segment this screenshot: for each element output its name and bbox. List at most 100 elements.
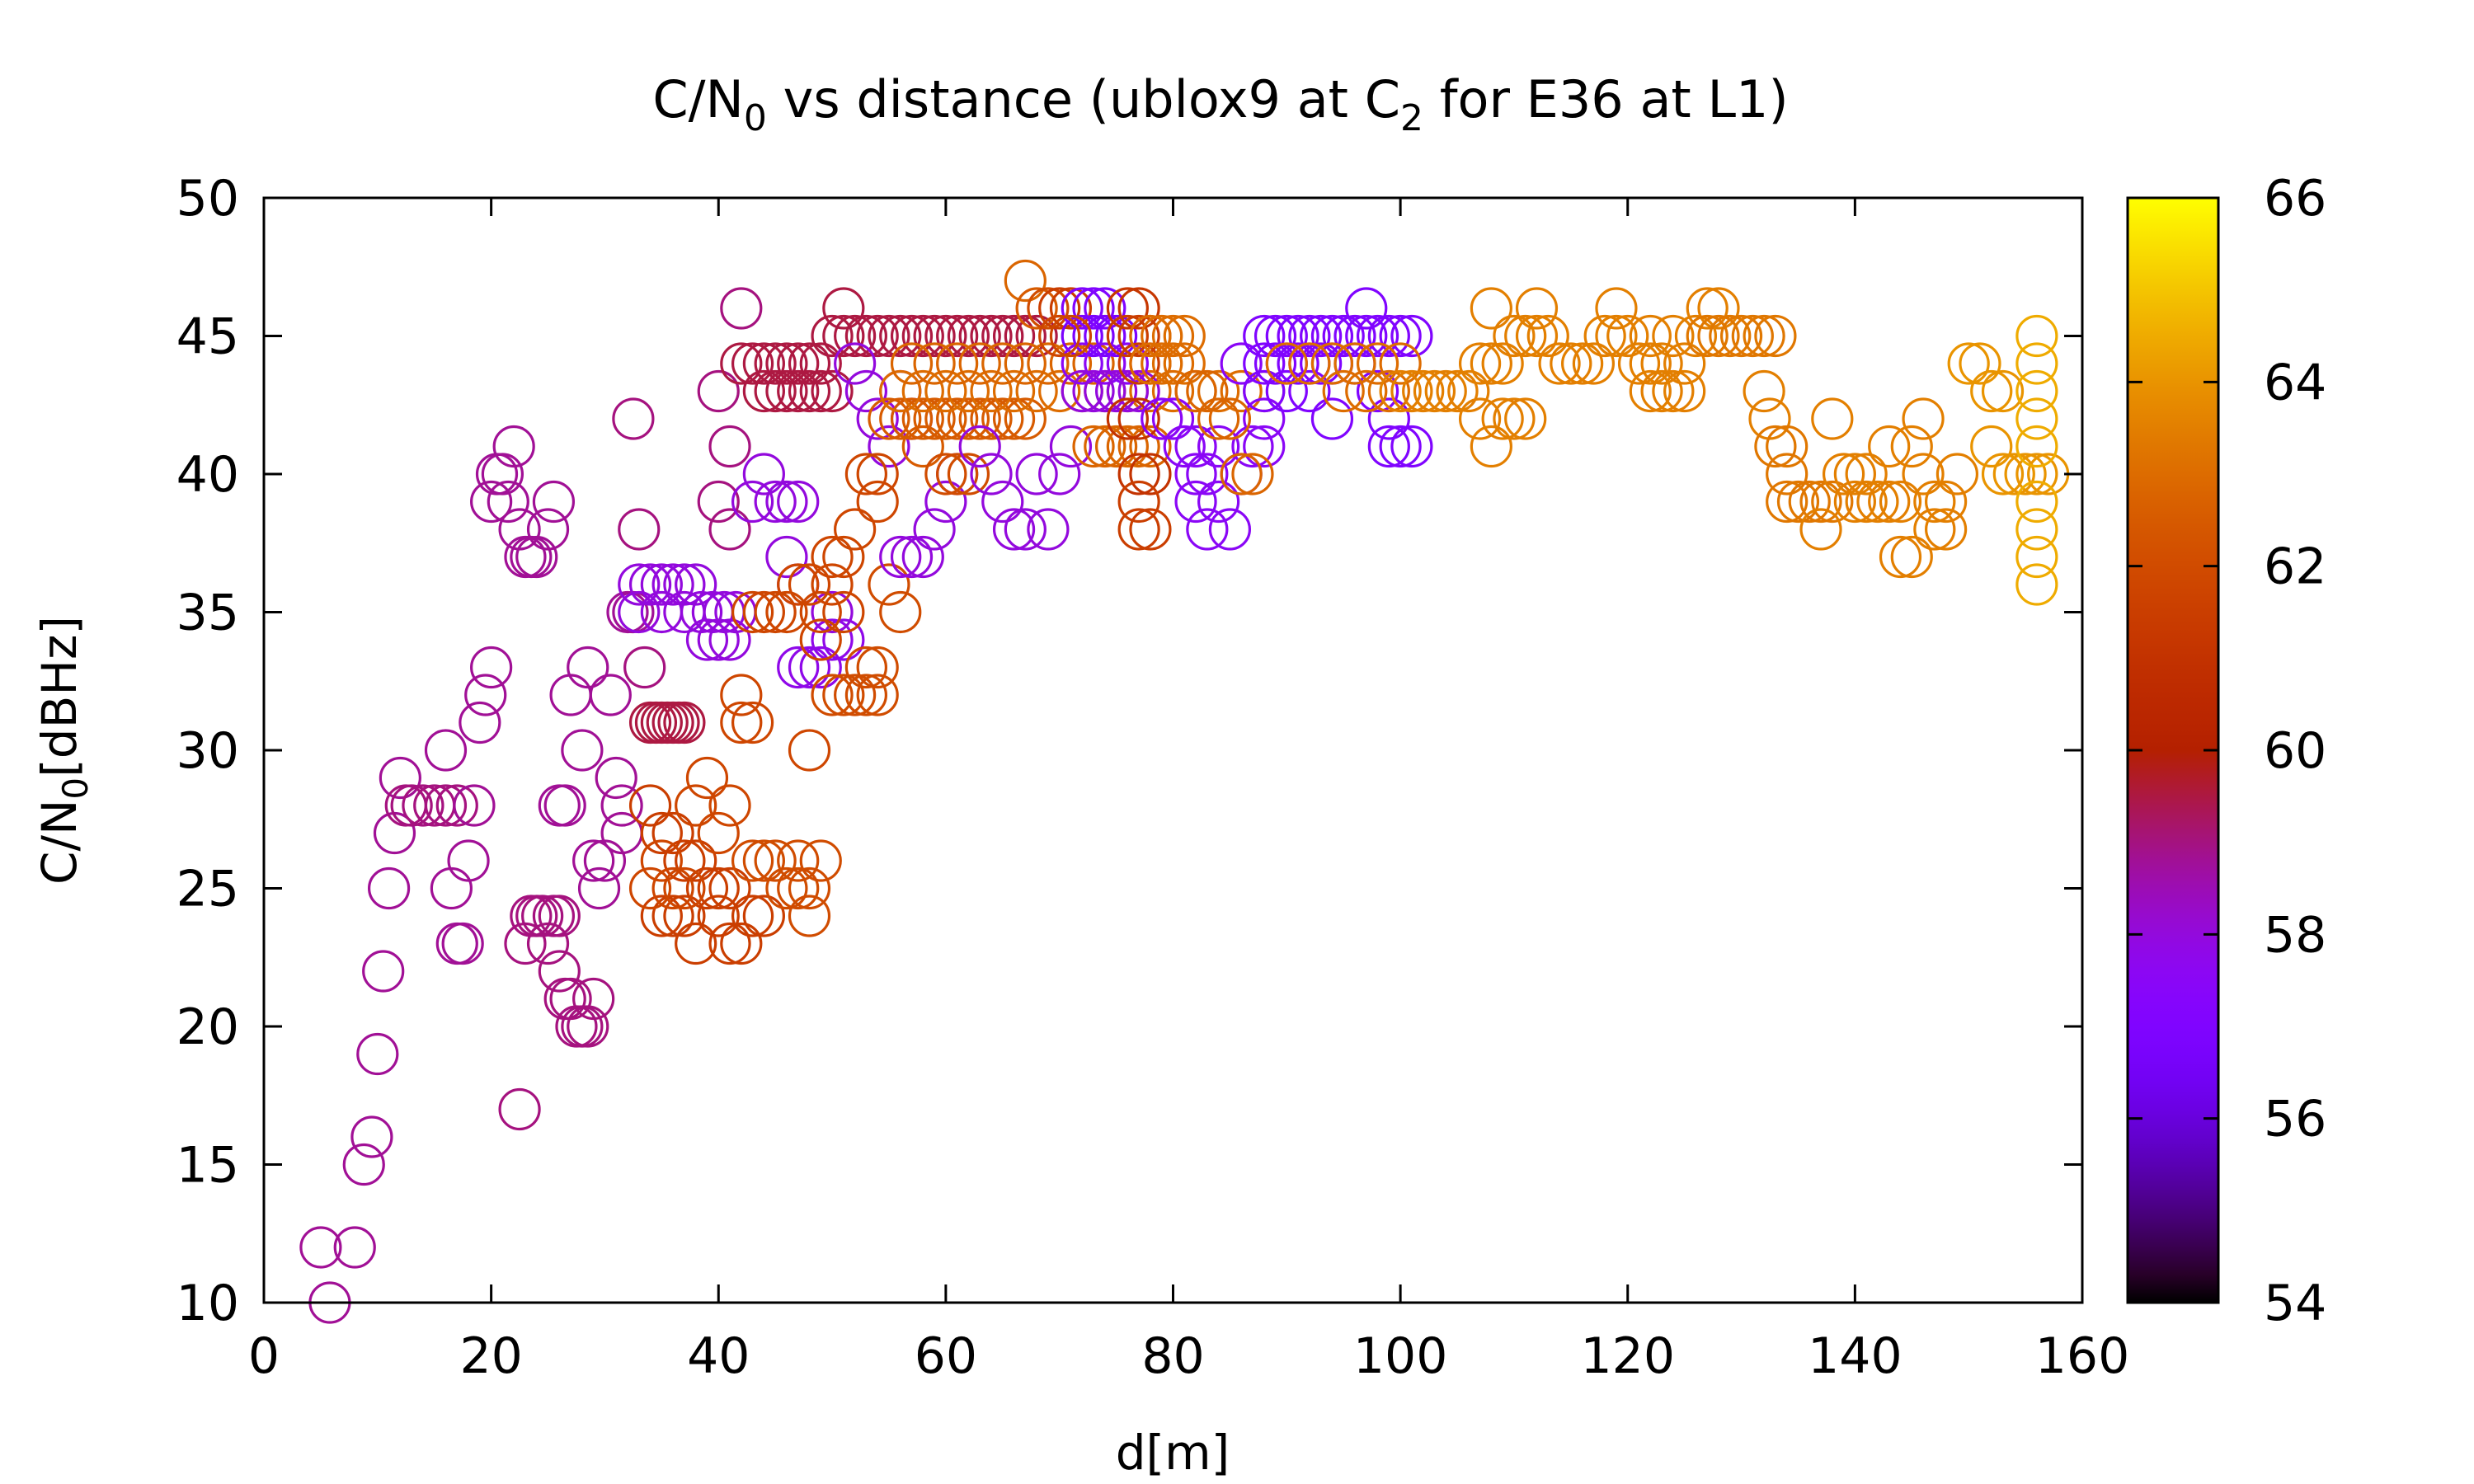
data-point	[1243, 314, 1286, 358]
data-point	[1379, 369, 1422, 413]
data-point	[947, 369, 990, 413]
data-point	[901, 535, 944, 579]
data-point	[742, 839, 785, 882]
data-point	[663, 895, 706, 937]
data-point	[890, 397, 934, 440]
data-point	[1151, 397, 1195, 440]
data-point	[1004, 397, 1047, 440]
data-point	[1106, 287, 1149, 330]
data-point	[1231, 453, 1274, 495]
data-point	[981, 397, 1024, 440]
plot-area	[299, 259, 2070, 1324]
y-tick-label: 25	[176, 861, 239, 918]
data-point	[811, 563, 854, 606]
data-point	[1493, 314, 1536, 358]
x-tick-label: 140	[1808, 1327, 1903, 1385]
data-point	[1333, 314, 1376, 358]
x-axis: 0 20 40 60 80 100 120 140 160	[248, 198, 2129, 1385]
data-point	[1015, 369, 1058, 413]
data-point	[981, 480, 1024, 524]
data-point	[1061, 342, 1103, 385]
data-point	[742, 369, 785, 413]
data-point	[1402, 369, 1445, 413]
data-point	[1493, 397, 1536, 440]
data-point	[1106, 342, 1149, 385]
data-point	[1243, 397, 1286, 440]
data-point	[362, 950, 405, 993]
data-point	[970, 453, 1013, 495]
data-point	[1766, 453, 1808, 495]
data-point	[487, 480, 529, 524]
data-point	[777, 369, 820, 413]
data-point	[1583, 314, 1626, 358]
data-point	[868, 314, 910, 358]
data-point	[691, 590, 734, 634]
data-point	[856, 397, 899, 440]
data-point	[947, 453, 990, 495]
data-point	[834, 508, 877, 551]
data-point	[1629, 314, 1672, 358]
data-point	[685, 866, 729, 910]
data-point	[1004, 508, 1047, 551]
data-point	[742, 342, 785, 385]
data-point	[379, 756, 421, 800]
data-point	[1458, 342, 1502, 385]
data-point	[765, 535, 808, 579]
data-point	[589, 674, 632, 716]
data-point	[1277, 342, 1319, 385]
data-point	[464, 674, 507, 716]
data-point	[1947, 342, 1990, 385]
data-point	[890, 314, 934, 358]
colorbar-tick-label: 62	[2264, 538, 2326, 596]
data-point	[742, 590, 785, 634]
data-point	[2015, 480, 2058, 524]
data-point	[1481, 342, 1524, 385]
data-point	[526, 508, 570, 551]
data-point	[822, 287, 865, 330]
data-point	[685, 756, 729, 800]
data-point	[583, 839, 627, 882]
data-point	[720, 287, 763, 330]
data-point	[1663, 369, 1706, 413]
data-point	[1061, 287, 1103, 330]
data-point	[1049, 425, 1093, 468]
data-point	[1117, 287, 1160, 330]
data-point	[1902, 453, 1945, 495]
data-point	[1322, 314, 1365, 358]
data-point	[1748, 397, 1791, 440]
data-point	[1163, 342, 1206, 385]
data-point	[1163, 314, 1206, 358]
data-point	[754, 369, 797, 413]
data-point	[1743, 314, 1785, 358]
data-point	[777, 866, 820, 910]
data-point	[1652, 369, 1695, 413]
data-point	[811, 618, 854, 661]
data-point	[754, 480, 797, 524]
data-point	[788, 342, 831, 385]
data-point	[924, 369, 967, 413]
data-point	[640, 839, 683, 882]
data-point	[1811, 480, 1854, 524]
data-point	[1084, 314, 1126, 358]
data-point	[1084, 287, 1126, 330]
data-point	[532, 480, 576, 524]
data-point	[1117, 453, 1160, 495]
data-point	[754, 342, 797, 385]
data-point	[526, 922, 570, 965]
data-point	[992, 369, 1036, 413]
data-point	[1731, 314, 1774, 358]
data-point	[1174, 453, 1217, 495]
data-point	[1504, 397, 1547, 440]
data-point	[913, 342, 956, 385]
data-point	[435, 784, 478, 827]
data-point	[811, 369, 854, 413]
data-point	[1424, 369, 1467, 413]
data-point	[1640, 369, 1683, 413]
data-point	[834, 314, 877, 358]
data-point	[1220, 453, 1263, 495]
data-point	[1231, 425, 1274, 468]
data-point	[901, 425, 944, 468]
data-point	[879, 590, 922, 634]
data-point	[1766, 480, 1808, 524]
data-point	[844, 369, 888, 413]
